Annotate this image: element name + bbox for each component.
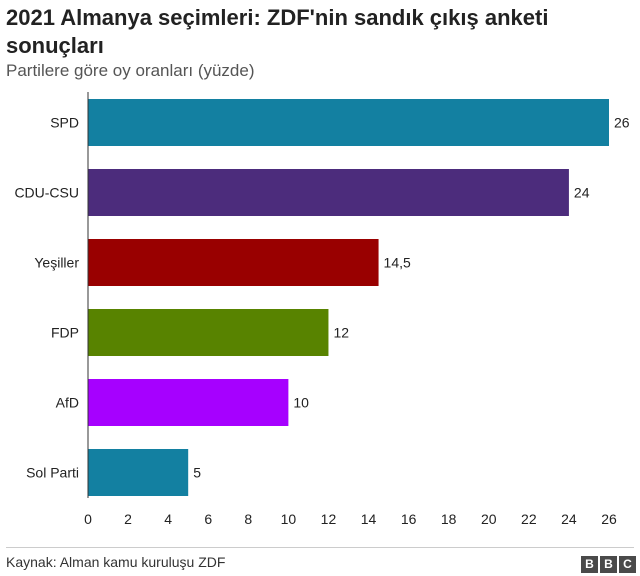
bar [88,99,609,146]
x-tick-label: 6 [204,511,212,527]
x-tick-label: 2 [124,511,132,527]
x-tick-label: 16 [401,511,417,527]
footer-divider [6,547,634,548]
bar [88,449,189,496]
x-tick-label: 18 [441,511,457,527]
bars-layer [88,99,609,496]
value-label: 10 [293,395,309,411]
x-tick-label: 24 [561,511,577,527]
x-tick-label: 4 [164,511,172,527]
value-label: 24 [574,185,590,201]
bar [88,309,329,356]
bar [88,379,289,426]
bar [88,169,569,216]
x-tick-label: 20 [481,511,497,527]
x-tick-label: 26 [601,511,617,527]
category-label: Sol Parti [26,465,79,481]
x-tick-label: 10 [281,511,297,527]
x-axis: 0 2 4 6 8 10 12 14 16 18 20 22 24 26 [84,92,617,527]
chart-subtitle: Partilere göre oy oranları (yüzde) [6,61,255,80]
x-tick-label: 14 [361,511,377,527]
logo-letter: B [600,556,617,573]
category-label: AfD [56,395,79,411]
category-label: CDU-CSU [14,185,79,201]
x-tick-label: 22 [521,511,537,527]
bbc-logo: B B C [581,556,636,573]
value-label: 12 [333,325,349,341]
category-label: FDP [51,325,79,341]
bar [88,239,379,286]
value-label: 26 [614,115,630,131]
category-label: Yeşiller [34,255,79,271]
x-tick-label: 0 [84,511,92,527]
chart-title: 2021 Almanya seçimleri: ZDF'nin sandık ç… [6,5,549,58]
x-tick-label: 12 [321,511,337,527]
value-label: 14,5 [384,255,411,271]
logo-letter: B [581,556,598,573]
value-label: 5 [193,465,201,481]
x-tick-label: 8 [244,511,252,527]
category-label: SPD [50,115,79,131]
source-note: Kaynak: Alman kamu kuruluşu ZDF [6,554,226,570]
labels-layer: SPD 26 CDU-CSU 24 Yeşiller 14,5 FDP 12 AfD 10 Sol … [14,115,629,481]
logo-letter: C [619,556,636,573]
